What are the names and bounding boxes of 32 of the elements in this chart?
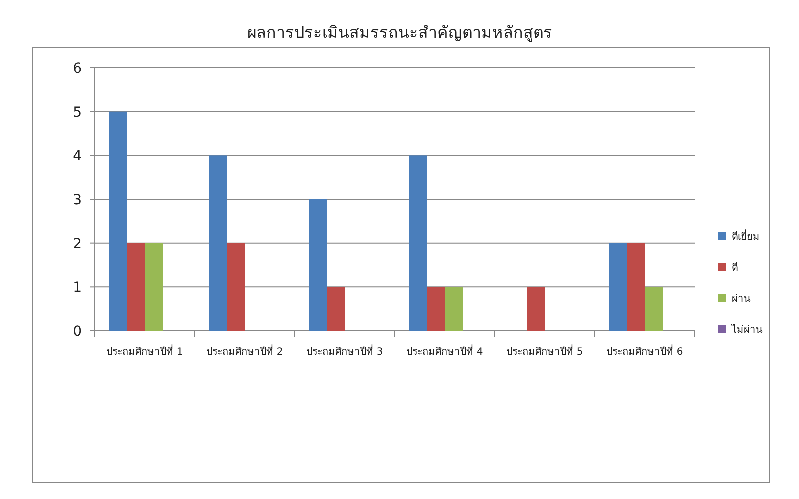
y-tick-label: 6	[73, 61, 82, 77]
bar	[427, 287, 445, 331]
y-tick-label: 5	[73, 104, 82, 121]
legend-label: ไม่ผ่าน	[731, 324, 763, 336]
bar	[627, 243, 645, 331]
x-tick-label: ประถมศึกษาปีที่ 3	[306, 344, 384, 358]
bar	[145, 243, 163, 331]
y-tick-label: 2	[73, 236, 82, 252]
bar	[445, 287, 463, 331]
bar	[109, 112, 127, 331]
bar	[327, 287, 345, 331]
x-tick-label: ประถมศึกษาปีที่ 1	[106, 344, 184, 358]
x-tick-label: ประถมศึกษาปีที่ 6	[606, 344, 684, 358]
bar	[209, 156, 227, 331]
y-tick-label: 3	[73, 192, 82, 208]
x-tick-label: ประถมศึกษาปีที่ 5	[506, 344, 584, 358]
chart-title: ผลการประเมินสมรรถนะสำคัญตามหลักสูตร	[248, 23, 552, 43]
x-tick-label: ประถมศึกษาปีที่ 4	[406, 344, 484, 358]
bar	[645, 287, 663, 331]
y-tick-label: 1	[73, 280, 82, 296]
bar	[227, 243, 245, 331]
bar	[609, 243, 627, 331]
legend-label: ดี	[732, 262, 738, 274]
bar	[527, 287, 545, 331]
bar	[309, 200, 327, 331]
legend-label: ผ่าน	[732, 294, 751, 305]
x-tick-label: ประถมศึกษาปีที่ 2	[206, 344, 284, 358]
y-tick-label: 0	[73, 324, 82, 340]
legend-label: ดีเยี่ยม	[732, 229, 760, 243]
bar	[409, 156, 427, 331]
bar	[127, 243, 145, 331]
y-tick-label: 4	[73, 148, 82, 165]
